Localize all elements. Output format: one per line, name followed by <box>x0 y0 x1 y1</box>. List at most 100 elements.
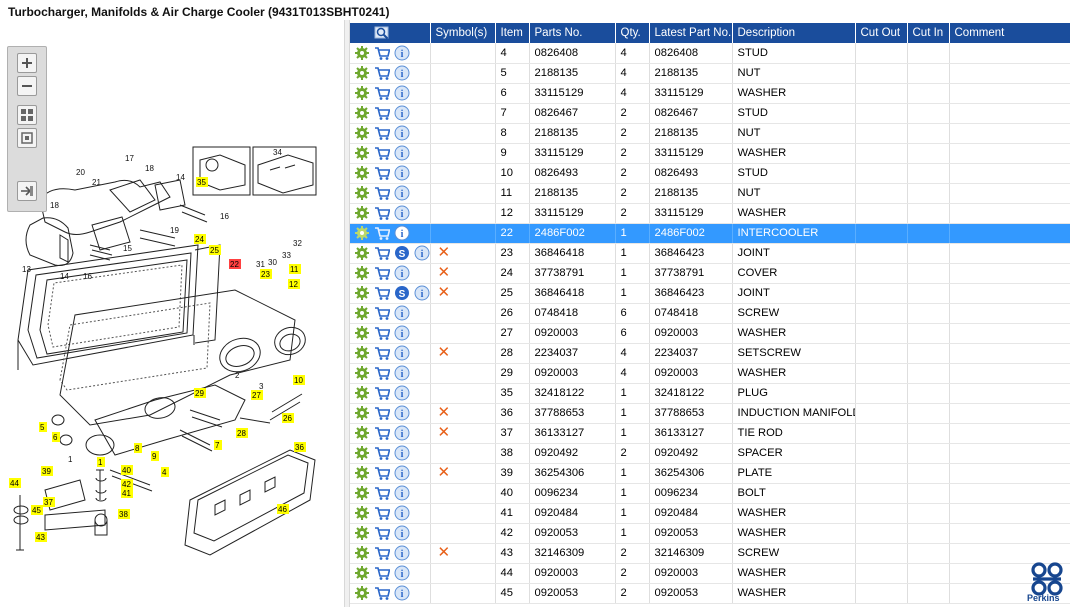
col-symbols[interactable]: Symbol(s) <box>430 23 496 43</box>
gear-icon[interactable] <box>354 65 370 81</box>
export-button[interactable] <box>17 181 37 201</box>
cart-icon[interactable] <box>374 505 391 521</box>
callout-46[interactable]: 46 <box>277 504 289 514</box>
callout-29[interactable]: 29 <box>194 388 206 398</box>
callout-36[interactable]: 36 <box>294 442 306 452</box>
gear-icon[interactable] <box>354 405 370 421</box>
gear-icon[interactable] <box>354 225 370 241</box>
cart-icon[interactable] <box>374 465 391 481</box>
cart-icon[interactable] <box>374 565 391 581</box>
callout-42[interactable]: 42 <box>121 479 133 489</box>
callout-22[interactable]: 22 <box>229 259 241 269</box>
table-row[interactable]: i 12 33115129 2 33115129 WASHER <box>350 203 1070 224</box>
table-row[interactable]: i ✕ 36 37788653 1 37788653 INDUCTION MAN… <box>350 403 1070 424</box>
cart-icon[interactable] <box>374 485 391 501</box>
callout-45[interactable]: 45 <box>31 505 43 515</box>
table-row[interactable]: i 4 0826408 4 0826408 STUD <box>350 43 1070 64</box>
gear-icon[interactable] <box>354 105 370 121</box>
gear-icon[interactable] <box>354 365 370 381</box>
info-icon[interactable]: i <box>394 85 410 101</box>
info-icon[interactable]: i <box>394 365 410 381</box>
cart-icon[interactable] <box>374 365 391 381</box>
callout-7[interactable]: 7 <box>214 440 222 450</box>
info-icon[interactable]: i <box>394 225 410 241</box>
gear-icon[interactable] <box>354 305 370 321</box>
cart-icon[interactable] <box>374 205 391 221</box>
table-row[interactable]: S i ✕ 25 36846418 1 36846423 JOINT <box>350 283 1070 304</box>
cart-icon[interactable] <box>374 245 391 261</box>
cart-icon[interactable] <box>374 145 391 161</box>
table-row[interactable]: i ✕ 28 2234037 4 2234037 SETSCREW <box>350 343 1070 364</box>
gear-icon[interactable] <box>354 85 370 101</box>
callout-11[interactable]: 11 <box>289 264 301 274</box>
table-row[interactable]: i 11 2188135 2 2188135 NUT <box>350 183 1070 204</box>
col-qty[interactable]: Qty. <box>615 23 650 43</box>
info-icon[interactable]: i <box>394 505 410 521</box>
table-row[interactable]: i 8 2188135 2 2188135 NUT <box>350 123 1070 144</box>
cart-icon[interactable] <box>374 525 391 541</box>
cart-icon[interactable] <box>374 585 391 601</box>
callout-37[interactable]: 37 <box>43 497 55 507</box>
gear-icon[interactable] <box>354 145 370 161</box>
callout-5[interactable]: 5 <box>39 422 47 432</box>
zoom-out-button[interactable] <box>17 76 37 96</box>
info-icon[interactable]: i <box>394 305 410 321</box>
callout-8[interactable]: 8 <box>134 443 142 453</box>
gear-icon[interactable] <box>354 385 370 401</box>
cart-icon[interactable] <box>374 325 391 341</box>
cart-icon[interactable] <box>374 225 391 241</box>
cart-icon[interactable] <box>374 165 391 181</box>
callout-9[interactable]: 9 <box>151 451 159 461</box>
cart-icon[interactable] <box>374 185 391 201</box>
col-parts-no[interactable]: Parts No. <box>529 23 616 43</box>
table-row[interactable]: i ✕ 43 32146309 2 32146309 SCREW <box>350 543 1070 564</box>
info-icon[interactable]: i <box>394 405 410 421</box>
cart-icon[interactable] <box>374 545 391 561</box>
table-row[interactable]: i ✕ 37 36133127 1 36133127 TIE ROD <box>350 423 1070 444</box>
info-icon[interactable]: i <box>394 325 410 341</box>
info-icon[interactable]: i <box>394 585 410 601</box>
table-row[interactable]: i 7 0826467 2 0826467 STUD <box>350 103 1070 124</box>
table-row[interactable]: i 10 0826493 2 0826493 STUD <box>350 163 1070 184</box>
callout-41[interactable]: 41 <box>121 488 133 498</box>
gear-icon[interactable] <box>354 285 370 301</box>
table-row[interactable]: i 42 0920053 1 0920053 WASHER <box>350 523 1070 544</box>
gear-icon[interactable] <box>354 445 370 461</box>
gear-icon[interactable] <box>354 565 370 581</box>
gear-icon[interactable] <box>354 525 370 541</box>
table-row[interactable]: i 41 0920484 1 0920484 WASHER <box>350 503 1070 524</box>
info-icon[interactable]: i <box>394 185 410 201</box>
cart-icon[interactable] <box>374 105 391 121</box>
callout-26[interactable]: 26 <box>282 413 294 423</box>
callout-27[interactable]: 27 <box>251 390 263 400</box>
callout-24[interactable]: 24 <box>194 234 206 244</box>
callout-6[interactable]: 6 <box>52 432 60 442</box>
info-icon[interactable]: i <box>414 285 429 301</box>
col-actions[interactable] <box>350 23 431 43</box>
cart-icon[interactable] <box>374 85 391 101</box>
supersession-icon[interactable]: S <box>394 285 410 301</box>
info-icon[interactable]: i <box>394 485 410 501</box>
gear-icon[interactable] <box>354 245 370 261</box>
callout-25[interactable]: 25 <box>209 245 221 255</box>
gear-icon[interactable] <box>354 265 370 281</box>
cart-icon[interactable] <box>374 445 391 461</box>
info-icon[interactable]: i <box>394 205 410 221</box>
callout-28[interactable]: 28 <box>236 428 248 438</box>
cart-icon[interactable] <box>374 385 391 401</box>
col-comment[interactable]: Comment <box>949 23 1070 43</box>
pane-splitter[interactable] <box>344 20 350 607</box>
cart-icon[interactable] <box>374 425 391 441</box>
callout-4[interactable]: 4 <box>161 467 169 477</box>
table-row[interactable]: i 44 0920003 2 0920003 WASHER <box>350 563 1070 584</box>
info-icon[interactable]: i <box>394 465 410 481</box>
info-icon[interactable]: i <box>394 125 410 141</box>
table-row[interactable]: i 9 33115129 2 33115129 WASHER <box>350 143 1070 164</box>
info-icon[interactable]: i <box>394 545 410 561</box>
gear-icon[interactable] <box>354 345 370 361</box>
col-item[interactable]: Item <box>495 23 530 43</box>
col-latest-part-no[interactable]: Latest Part No. <box>649 23 733 43</box>
callout-38[interactable]: 38 <box>118 509 130 519</box>
callout-23[interactable]: 23 <box>260 269 272 279</box>
